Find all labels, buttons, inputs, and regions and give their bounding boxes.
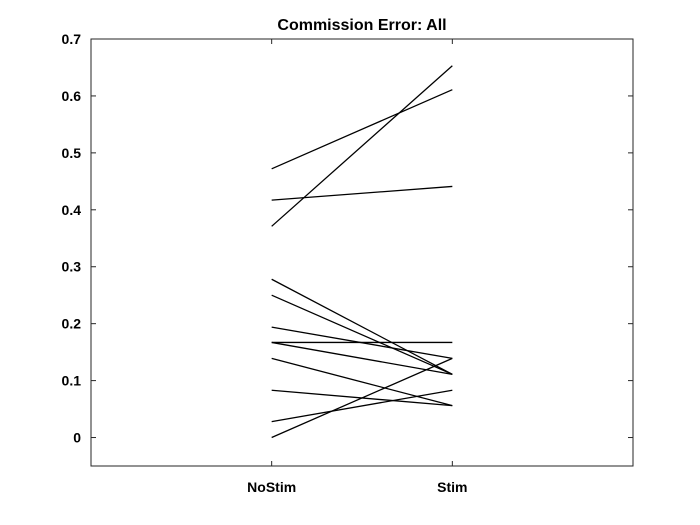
x-tick-label: NoStim (247, 479, 296, 495)
y-tick-label: 0.1 (62, 373, 82, 389)
series-layer (271, 65, 453, 439)
series-line-9 (271, 357, 453, 407)
y-tick-label: 0.2 (62, 316, 82, 332)
series-line-11 (271, 389, 453, 423)
axes-box (90, 38, 634, 467)
series-line-1 (271, 89, 453, 170)
y-tick-label: 0.5 (62, 145, 82, 161)
y-tick-label: 0.6 (62, 88, 82, 104)
series-line-12 (271, 357, 453, 439)
series-line-4 (271, 278, 453, 375)
series-line-2 (271, 185, 453, 201)
series-line-5 (271, 294, 453, 375)
y-tick-label: 0.3 (62, 259, 82, 275)
y-tick-label: 0.7 (62, 31, 82, 47)
tick-layer (91, 38, 633, 466)
label-layer: 0 0.1 0.2 0.3 0.4 0.5 0.6 0.7 NoStim Stim (62, 31, 468, 495)
plot-area (91, 39, 633, 466)
series-line-8 (271, 341, 453, 375)
y-tick-label: 0 (73, 430, 81, 446)
series-line-3 (271, 65, 453, 227)
chart-title: Commission Error: All (277, 17, 446, 34)
y-tick-label: 0.4 (62, 202, 82, 218)
x-tick-label: Stim (437, 479, 467, 495)
